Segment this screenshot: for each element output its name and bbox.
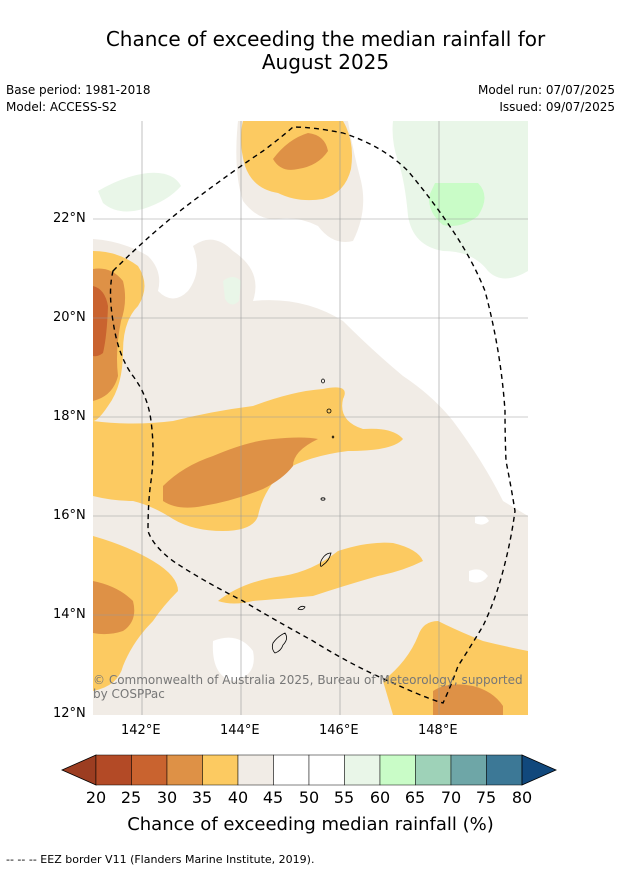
map-region-white-hole-2: [469, 569, 488, 583]
colorbar-cell: [486, 754, 523, 786]
cbar-tick-60: 60: [369, 788, 391, 807]
lon-label-142: 142°E: [121, 723, 161, 738]
colorbar-cell: [95, 754, 132, 786]
cbar-tick-55: 55: [333, 788, 355, 807]
colorbar-extend-high: [521, 754, 557, 786]
cbar-tick-25: 25: [120, 788, 142, 807]
lat-label-12: 12°N: [53, 706, 86, 721]
lon-label-144: 144°E: [220, 723, 260, 738]
map-region-55-60-nw: [98, 172, 181, 212]
lat-label-22: 22°N: [53, 211, 86, 226]
cbar-tick-20: 20: [85, 788, 107, 807]
cbar-tick-50: 50: [298, 788, 320, 807]
colorbar-cell: [379, 754, 416, 786]
lat-label-18: 18°N: [53, 409, 86, 424]
map-region-45-50: [93, 239, 528, 715]
map-title: Chance of exceeding the median rainfall …: [0, 28, 621, 74]
colorbar-label: Chance of exceeding median rainfall (%): [127, 814, 494, 835]
colorbar-cell: [450, 754, 487, 786]
cbar-tick-75: 75: [475, 788, 497, 807]
issued-date: Issued: 09/07/2025: [499, 100, 615, 114]
copyright-note: © Commonwealth of Australia 2025, Bureau…: [93, 673, 523, 701]
map-islands: [271, 378, 335, 654]
map-gridlines: [93, 121, 528, 715]
base-period: Base period: 1981-2018: [6, 83, 151, 97]
map-region-white-hole-1: [212, 637, 254, 681]
colorbar-cell: [415, 754, 452, 786]
model-name: Model: ACCESS-S2: [6, 100, 118, 114]
cbar-tick-70: 70: [440, 788, 462, 807]
cbar-tick-65: 65: [404, 788, 426, 807]
map-region-35-40-se: [383, 621, 528, 715]
colorbar-cell: [308, 754, 345, 786]
map-region-white-hole-3: [475, 515, 489, 525]
map-region-30-35-central: [163, 437, 318, 508]
cbar-tick-35: 35: [191, 788, 213, 807]
rainfall-map: [93, 121, 528, 715]
model-run: Model run: 07/07/2025: [477, 83, 615, 97]
cbar-tick-45: 45: [262, 788, 284, 807]
map-region-55-60-small: [223, 277, 241, 305]
lon-label-148: 148°E: [418, 723, 458, 738]
lon-label-146: 146°E: [319, 723, 359, 738]
eez-footnote: -- -- -- EEZ border V11 (Flanders Marine…: [6, 853, 315, 866]
map-region-60-65: [428, 183, 485, 226]
lat-label-20: 20°N: [53, 310, 86, 325]
colorbar-extend-low: [61, 754, 97, 786]
colorbar-cell: [202, 754, 239, 786]
map-region-30-35-se: [433, 684, 503, 715]
map-region-30-35-sw: [93, 581, 135, 635]
colorbar-cell: [273, 754, 310, 786]
map-region-35-40-sw: [93, 536, 178, 691]
cbar-tick-40: 40: [227, 788, 249, 807]
lat-label-14: 14°N: [53, 607, 86, 622]
lat-label-16: 16°N: [53, 508, 86, 523]
cbar-tick-30: 30: [156, 788, 178, 807]
colorbar-cell: [344, 754, 381, 786]
colorbar: [61, 754, 557, 786]
colorbar-cell: [166, 754, 203, 786]
title-line-1: Chance of exceeding the median rainfall …: [105, 27, 546, 51]
map-region-30-35-north: [273, 133, 328, 170]
colorbar-cell: [131, 754, 168, 786]
cbar-tick-80: 80: [511, 788, 533, 807]
colorbar-cell: [237, 754, 274, 786]
map-region-25-30-west: [93, 286, 108, 357]
map-region-35-40-south: [218, 542, 423, 604]
title-line-2: August 2025: [261, 50, 390, 74]
